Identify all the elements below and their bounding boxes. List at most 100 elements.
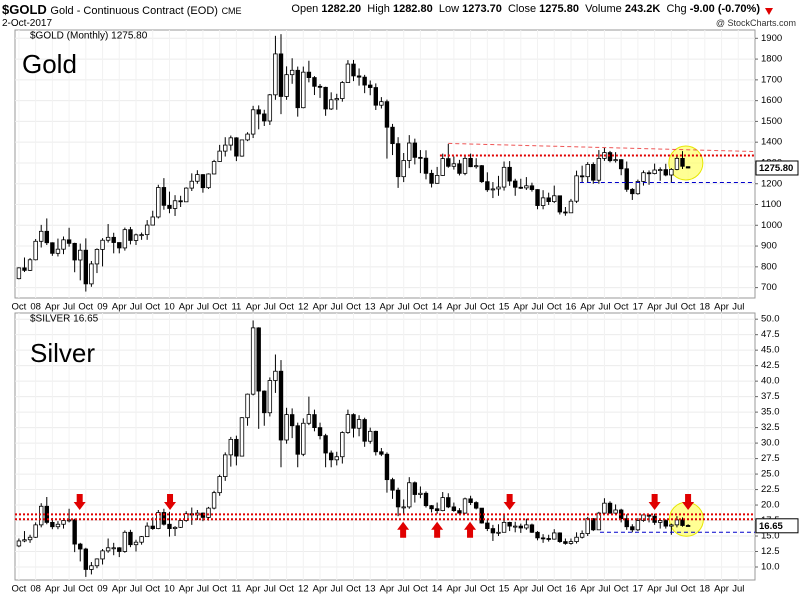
candle-body — [674, 157, 680, 170]
plot-layer: 7008009001000110012001300140015001600170… — [12, 29, 799, 595]
last-value-label: 1275.80 — [759, 163, 793, 174]
candle-body — [289, 69, 295, 76]
x-tick-label: Oct — [12, 584, 27, 595]
candle-body — [172, 526, 178, 529]
candle-body — [128, 531, 133, 546]
x-tick-label: Apr — [179, 584, 194, 595]
quote: Open 1282.20 High 1282.80 Low 1273.70 Cl… — [291, 3, 760, 15]
plot-frame — [14, 29, 756, 299]
candle-body — [362, 76, 367, 86]
candle-body — [490, 188, 496, 191]
candle-body — [568, 541, 574, 544]
x-tick-label: Jul — [398, 302, 410, 313]
x-tick-label: Jul — [531, 584, 543, 595]
candle-body — [451, 506, 457, 512]
candle-body — [501, 521, 507, 533]
candle-body — [317, 85, 323, 88]
candle-body — [89, 263, 94, 285]
description: Gold - Continuous Contract (EOD) — [50, 5, 218, 17]
highlight — [668, 145, 704, 181]
candle-body — [552, 195, 557, 203]
y-tick-label: 42.5 — [761, 360, 780, 371]
x-tick-label: 17 — [633, 302, 644, 313]
candle-body — [362, 419, 367, 442]
candle-body — [395, 143, 401, 178]
candle-body — [685, 525, 691, 527]
candle-body — [78, 249, 83, 261]
candle-body — [368, 430, 373, 442]
candle-body — [473, 502, 479, 509]
candle-body — [211, 492, 217, 509]
candle-body — [379, 451, 384, 455]
candle-body — [111, 236, 116, 243]
x-tick-label: Jul — [197, 584, 209, 595]
candle-body — [161, 187, 167, 206]
x-tick-label: Apr — [580, 584, 595, 595]
x-tick-label: Jul — [130, 302, 142, 313]
candle-body — [351, 63, 356, 77]
candle-body — [128, 229, 133, 241]
x-tick-label: 16 — [566, 584, 577, 595]
candle-body — [390, 126, 395, 145]
x-tick-label: Oct — [614, 584, 629, 595]
x-tick-label: Jul — [130, 584, 142, 595]
candle-body — [289, 414, 295, 427]
candle-body — [473, 165, 479, 168]
candle-body — [407, 142, 412, 161]
x-tick-label: 13 — [365, 302, 376, 313]
x-tick-label: Jul — [63, 584, 75, 595]
x-tick-label: Apr — [112, 302, 127, 313]
candle-body — [33, 524, 38, 538]
y-tick-label: 1200 — [761, 178, 782, 189]
candle-body — [395, 489, 401, 508]
x-tick-label: Apr — [246, 302, 261, 313]
candle-body — [267, 94, 273, 122]
x-tick-label: Jul — [665, 584, 677, 595]
candle-body — [663, 520, 668, 527]
candle-body — [596, 157, 602, 181]
candle-body — [89, 565, 94, 570]
candle-body — [61, 239, 66, 250]
candle-body — [373, 87, 378, 106]
y-tick-label: 22.5 — [761, 484, 780, 495]
candle-body — [524, 185, 529, 189]
candle-body — [256, 109, 261, 115]
candle-body — [334, 98, 339, 101]
candle-body — [390, 479, 395, 491]
candle-body — [223, 454, 228, 477]
candle-body — [462, 498, 468, 514]
candle-body — [245, 133, 250, 141]
quote-label: Close — [507, 3, 537, 15]
candle-body — [680, 157, 685, 167]
candle-body — [228, 438, 234, 456]
y-tick-label: 25.0 — [761, 469, 780, 480]
candle-body — [669, 524, 674, 527]
candle-body — [440, 158, 445, 176]
candle-body — [278, 53, 284, 97]
y-tick-label: 10.0 — [761, 562, 780, 573]
y-tick-label: 20.0 — [761, 500, 780, 511]
credit: @ StockCharts.com — [715, 18, 796, 28]
x-tick-label: Jul — [63, 302, 75, 313]
candle-body — [618, 159, 624, 170]
candle-body — [284, 414, 289, 441]
x-tick-label: Jul — [465, 584, 477, 595]
candle-body — [379, 101, 384, 106]
candle-body — [262, 390, 267, 414]
last-value-tag — [755, 160, 799, 176]
x-tick-label: 11 — [231, 302, 241, 313]
candle-body — [273, 53, 278, 96]
candle-body — [100, 239, 105, 250]
candle-body — [295, 69, 300, 109]
candle-body — [83, 249, 89, 285]
candle-body — [278, 370, 284, 441]
y-tick-label: 50.0 — [761, 314, 780, 325]
candle-body — [250, 109, 256, 135]
x-tick-label: 12 — [298, 584, 309, 595]
x-tick-label: Oct — [547, 584, 562, 595]
candle-body — [195, 174, 200, 182]
candle-body — [139, 536, 144, 543]
panel-label: Silver — [30, 338, 95, 368]
candle-body — [641, 172, 646, 182]
candle-body — [429, 505, 434, 510]
